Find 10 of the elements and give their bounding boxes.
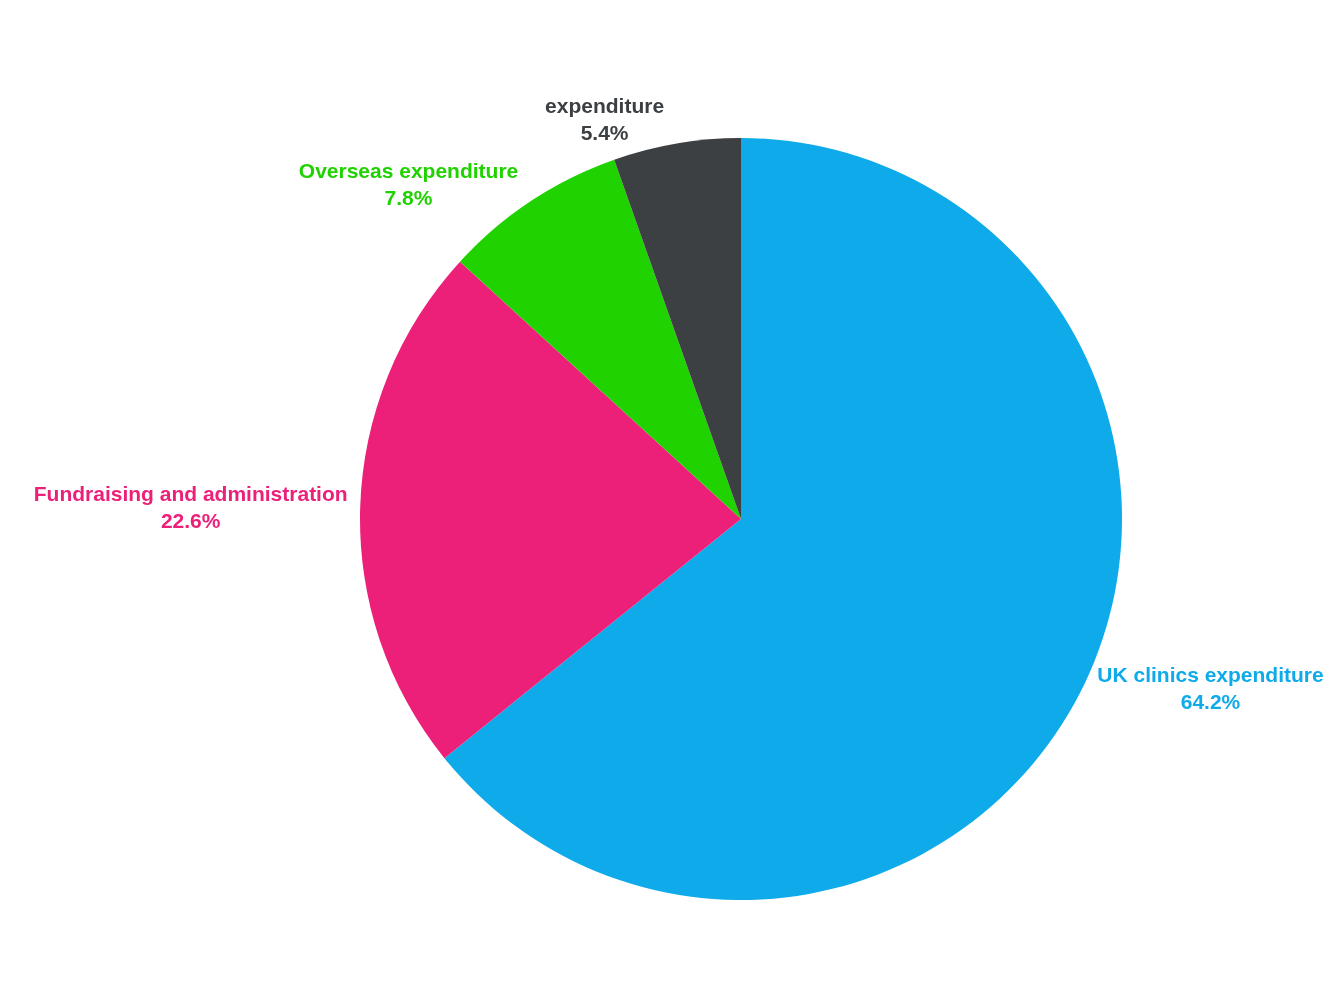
- pie-slice: [614, 138, 741, 519]
- pie-slice: [360, 261, 741, 759]
- slice-label: Overseas expenditure: [298, 158, 519, 182]
- data-label: 5.4%: [580, 121, 629, 145]
- slice-label: expenditure: [545, 93, 665, 117]
- data-label: 7.8%: [384, 185, 433, 209]
- slice-label: Fundraising and administration: [33, 481, 348, 505]
- slice-label: UK clinics expenditure: [1097, 662, 1324, 686]
- data-label: 64.2%: [1180, 690, 1241, 714]
- data-label: 22.6%: [160, 509, 221, 533]
